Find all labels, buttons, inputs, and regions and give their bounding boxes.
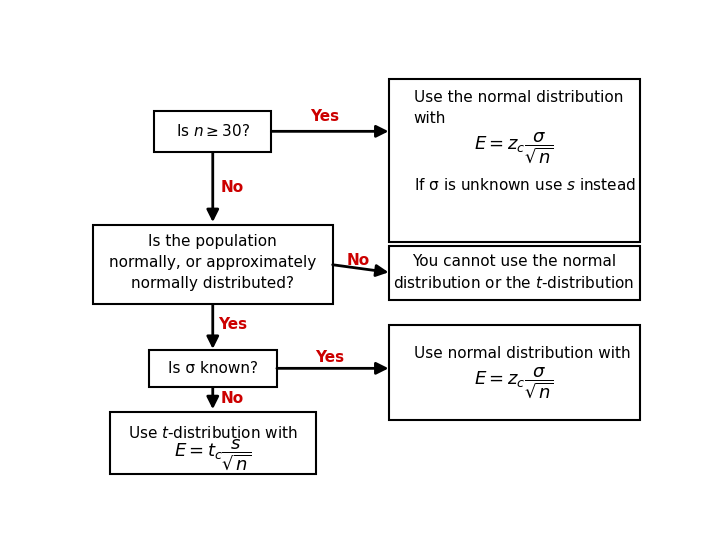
FancyBboxPatch shape [93,225,333,304]
Text: No: No [221,180,244,195]
FancyBboxPatch shape [148,349,277,387]
Text: Use $\it{t}$-distribution with: Use $\it{t}$-distribution with [128,425,297,441]
Text: Is σ known?: Is σ known? [168,361,258,376]
Text: $E = z_c \dfrac{\sigma}{\sqrt{n}}$: $E = z_c \dfrac{\sigma}{\sqrt{n}}$ [474,131,554,165]
FancyBboxPatch shape [109,412,316,474]
Text: You cannot use the normal
distribution or the $\it{t}$-distribution: You cannot use the normal distribution o… [394,254,634,292]
FancyBboxPatch shape [389,325,639,420]
Text: No: No [221,391,244,406]
Text: Use normal distribution with: Use normal distribution with [413,346,630,361]
Text: Is the population
normally, or approximately
normally distributed?: Is the population normally, or approxima… [109,234,316,291]
Text: Yes: Yes [217,317,247,332]
FancyBboxPatch shape [389,79,639,241]
FancyBboxPatch shape [389,246,639,300]
Text: If σ is unknown use $\it{s}$ instead: If σ is unknown use $\it{s}$ instead [413,177,636,193]
FancyBboxPatch shape [154,111,271,152]
Text: Yes: Yes [315,350,344,366]
Text: $E = z_c \dfrac{\sigma}{\sqrt{n}}$: $E = z_c \dfrac{\sigma}{\sqrt{n}}$ [474,366,554,400]
Text: No: No [346,253,369,268]
Text: Is $\it{n}\geq$30?: Is $\it{n}\geq$30? [176,123,250,139]
Text: Yes: Yes [310,109,339,124]
Text: $E = t_c \dfrac{s}{\sqrt{n}}$: $E = t_c \dfrac{s}{\sqrt{n}}$ [174,437,251,472]
Text: Use the normal distribution
with: Use the normal distribution with [413,91,623,126]
